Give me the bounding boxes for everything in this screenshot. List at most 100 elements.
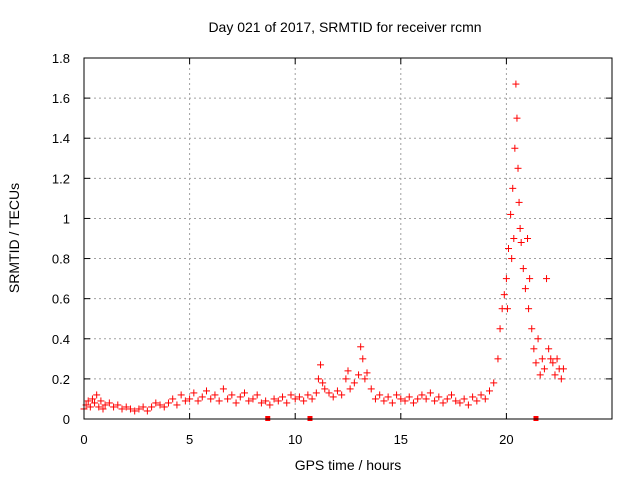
y-tick-labels: 0 0.2 0.4 0.6 0.8 1 1.2 1.4 1.6 1.8: [52, 51, 70, 427]
data-point: [219, 385, 227, 393]
data-point: [357, 343, 365, 351]
data-point: [526, 275, 534, 283]
data-point: [557, 375, 565, 383]
y-tick-label: 0.2: [52, 372, 70, 387]
data-point: [152, 399, 160, 407]
grid-lines: [84, 58, 612, 419]
data-point: [456, 399, 464, 407]
data-point: [88, 395, 96, 403]
data-point: [494, 355, 502, 363]
data-point: [97, 397, 105, 405]
data-point: [333, 387, 341, 395]
data-point: [274, 397, 282, 405]
plot-frame: [83, 57, 613, 420]
data-point: [245, 397, 253, 405]
data-point: [312, 389, 320, 397]
data-point: [447, 391, 455, 399]
data-point: [114, 401, 122, 409]
data-point: [355, 371, 363, 379]
data-point: [344, 367, 352, 375]
data-point: [194, 397, 202, 405]
data-point: [477, 391, 485, 399]
data-point: [314, 375, 322, 383]
data-point: [350, 379, 358, 387]
data-point: [512, 80, 520, 88]
data-point: [547, 355, 555, 363]
data-point: [224, 395, 232, 403]
data-point: [198, 393, 206, 401]
data-point: [346, 385, 354, 393]
data-point: [511, 144, 519, 152]
data-point: [505, 245, 513, 253]
data-point: [291, 395, 299, 403]
data-point: [528, 325, 536, 333]
data-point: [131, 407, 139, 415]
data-point: [93, 391, 101, 399]
x-tick-label: 20: [499, 432, 513, 447]
y-tick-label: 0.6: [52, 292, 70, 307]
data-point: [228, 391, 236, 399]
data-point: [253, 391, 261, 399]
data-point: [99, 405, 107, 413]
data-point: [384, 393, 392, 401]
data-point: [521, 285, 529, 293]
data-point: [464, 401, 472, 409]
data-point: [405, 393, 413, 401]
data-point: [516, 224, 524, 232]
x-axis-label: GPS time / hours: [295, 457, 402, 473]
data-point: [388, 399, 396, 407]
data-point: [496, 325, 504, 333]
data-point: [173, 401, 181, 409]
data-point: [295, 393, 303, 401]
data-point: [409, 399, 417, 407]
data-point: [530, 345, 538, 353]
data-point: [435, 393, 443, 401]
data-point: [515, 198, 523, 206]
data-point: [513, 114, 521, 122]
data-point: [287, 391, 295, 399]
data-point: [160, 403, 168, 411]
data-point: [551, 371, 559, 379]
data-point: [126, 405, 134, 413]
data-point: [279, 393, 287, 401]
data-point: [431, 397, 439, 405]
data-point: [342, 375, 350, 383]
data-point: [536, 371, 544, 379]
data-point: [325, 389, 333, 397]
data-point: [509, 184, 517, 192]
chart-title: Day 021 of 2017, SRMTID for receiver rcm…: [208, 19, 481, 35]
data-point: [148, 403, 156, 411]
y-tick-label: 1: [63, 211, 70, 226]
data-point: [481, 395, 489, 403]
data-point: [105, 399, 113, 407]
data-point: [500, 291, 508, 299]
y-tick-label: 0.4: [52, 332, 70, 347]
x-tick-labels: 0 5 10 15 20: [80, 432, 513, 447]
data-point: [517, 239, 525, 247]
data-point: [490, 379, 498, 387]
data-point: [418, 391, 426, 399]
data-point: [502, 275, 510, 283]
data-point: [101, 401, 109, 409]
data-point: [397, 395, 405, 403]
data-point: [283, 399, 291, 407]
data-point: [473, 397, 481, 405]
data-point: [266, 401, 274, 409]
data-point: [84, 397, 92, 405]
y-tick-label: 1.2: [52, 171, 70, 186]
data-point: [553, 355, 561, 363]
data-point: [367, 385, 375, 393]
data-point: [469, 393, 477, 401]
data-point: [401, 397, 409, 405]
data-point: [486, 387, 494, 395]
x-tick-label: 5: [186, 432, 193, 447]
data-point: [190, 389, 198, 397]
data-point: [319, 379, 327, 387]
data-point: [300, 397, 308, 405]
data-point: [143, 407, 151, 415]
y-tick-label: 1.6: [52, 91, 70, 106]
data-point: [95, 403, 103, 411]
data-point: [91, 399, 99, 407]
data-point: [460, 395, 468, 403]
data-point: [452, 397, 460, 405]
